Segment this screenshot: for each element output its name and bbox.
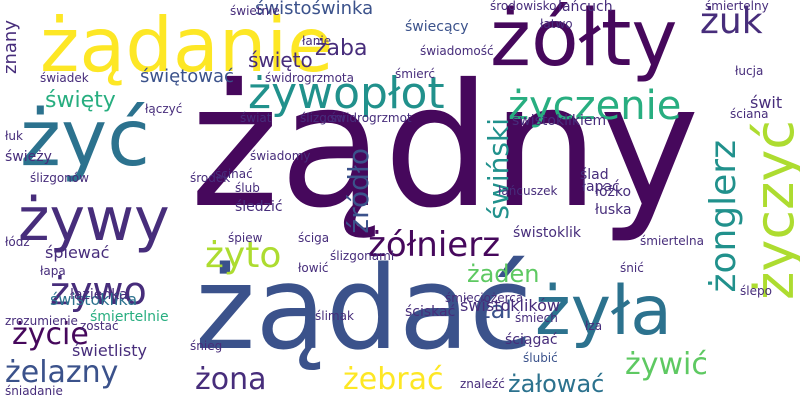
cloud-word-latwo: łatwo [540,17,573,31]
cloud-word-swidrogrzmot: świdrogrzmot [330,111,412,125]
cloud-word-lazienka: łazienka [70,287,128,303]
cloud-word-scinac: ścinać [215,167,253,181]
cloud-word-zona: żona [195,362,267,397]
cloud-word-smiertelna: śmiertelna [640,234,704,248]
cloud-word-slizgonow: ślizgonów [30,171,89,185]
cloud-word-slizgoni: ślizgoni [300,111,346,125]
cloud-word-snieg: śnieg [190,339,223,353]
cloud-word-zarzyc: znany [0,20,21,74]
cloud-word-swidrogrzmota: świdrogrzmota [265,71,354,85]
cloud-word-zyla: żyła [535,272,672,351]
cloud-word-swit: świt [750,93,783,112]
cloud-word-zadanie: żądanie [40,1,334,89]
cloud-word-slimak: ślimak [315,309,354,323]
cloud-word-swietnie: świetnie [230,4,280,18]
cloud-word-zyczenie: życzenie [508,83,682,129]
cloud-word-sciana: ściana [730,107,769,121]
cloud-word-zyczyc: życzyć [743,120,800,300]
cloud-word-swiat: świat [240,111,272,125]
cloud-word-zebrac: żebrać [343,362,444,397]
cloud-word-swistoklika: świstoklika [50,290,138,309]
cloud-word-smiertelnie: śmiertelnie [90,309,169,325]
cloud-word-zolnierz: żółnierz [368,225,501,265]
cloud-word-slad: ślad [580,167,609,183]
cloud-word-lancuch: łańcuch [558,0,613,15]
cloud-word-smieciozerca: śmieciożerca [445,291,524,305]
cloud-word-snic: śnić [620,261,644,275]
cloud-word-zuk: żuk [700,1,763,42]
cloud-word-zal: żal [478,296,512,324]
cloud-word-zonglerz: żonglerz [703,140,744,293]
cloud-word-slepo: ślepo [740,284,772,298]
cloud-word-zywic: żywić [625,347,708,382]
cloud-word-swistoklik: świstoklik [513,225,581,241]
cloud-word-swiecacy: świecący [405,19,469,35]
cloud-word-lozko: łóżko [595,184,632,200]
cloud-word-zaba: żaba [315,36,368,61]
cloud-word-luska: łuska [595,202,632,218]
cloud-word-smiech: śmiech [515,311,558,325]
cloud-word-zadny: żądny [190,48,700,246]
cloud-word-zalowac: żałować [508,370,605,398]
cloud-word-slubic: ślubić [523,351,558,365]
cloud-word-swiezy: świeży [5,149,52,165]
cloud-word-laczyc: łączyć [145,102,183,116]
cloud-word-sledzic: śledzić [235,199,283,215]
cloud-word-lapac: łapać [582,179,620,195]
cloud-word-zaden: żaden [467,260,540,288]
cloud-word-luk: łuk [5,129,23,143]
cloud-word-zrozumiec: zrozumienie [5,314,78,328]
cloud-word-swiadomy: świadomy [250,149,311,163]
cloud-word-zywy: żywy [18,185,170,255]
cloud-word-zelazny: żelazny [5,355,119,390]
cloud-word-lanie: łanie [302,34,332,48]
cloud-word-zywo: żywo [50,269,147,313]
cloud-word-srodek: środek [190,171,231,185]
cloud-word-swiety: święty [45,88,116,113]
cloud-word-smierc: śmierć [395,67,435,81]
cloud-word-slizgonami: ślizgonami [330,249,395,263]
cloud-word-lapa: łapa [40,264,66,278]
cloud-word-swietowac: świętować [140,66,234,87]
cloud-word-sciskac: ściskać [405,304,456,320]
cloud-word-zyc: żyć [20,94,150,184]
cloud-word-smiertelny: śmiertelny [705,0,769,13]
cloud-word-sciga: ściga [298,231,330,245]
cloud-word-swistoklikiem: świstoklikiem [512,113,607,129]
cloud-word-spiewac: śpiewać [45,243,110,262]
cloud-word-zrodlo: źródło [342,148,375,234]
cloud-word-zolty: żółty [490,0,678,84]
cloud-word-zycie: życie [12,317,89,352]
cloud-word-lancuszek: łańcuszek [498,184,558,198]
cloud-word-sciagac: ściągać [505,332,558,348]
cloud-word-swietlisty: świetlisty [72,341,147,360]
cloud-word-swiadek: świadek [40,71,89,85]
cloud-word-spiew: śpiew [228,231,263,245]
cloud-word-lucja: łucja [735,64,764,78]
cloud-word-zadac: żądać [195,242,533,376]
cloud-word-swistoswinka: świstoświnka [255,0,374,19]
cloud-word-srodowisko: środowisko [490,0,557,13]
cloud-word-zywoplot: żywopłot [248,68,445,119]
cloud-word-swistoklikow: świstoklików [460,296,560,315]
cloud-word-lodz: łódź [5,235,30,249]
cloud-word-zniszczyc: znaleźć [460,377,505,391]
cloud-word-swieto: święto [248,48,313,72]
cloud-word-zostac: zostać [80,319,119,333]
cloud-word-zyto: żyto [205,235,282,276]
cloud-word-swiadomosc: świadomość [420,44,494,58]
cloud-word-swinski: świński [482,118,515,220]
cloud-word-sniadanie: śniadanie [5,384,63,398]
cloud-word-lowic: łowić [298,261,329,275]
cloud-word-lza: łza [585,319,603,333]
cloud-word-slub: ślub [235,181,260,195]
